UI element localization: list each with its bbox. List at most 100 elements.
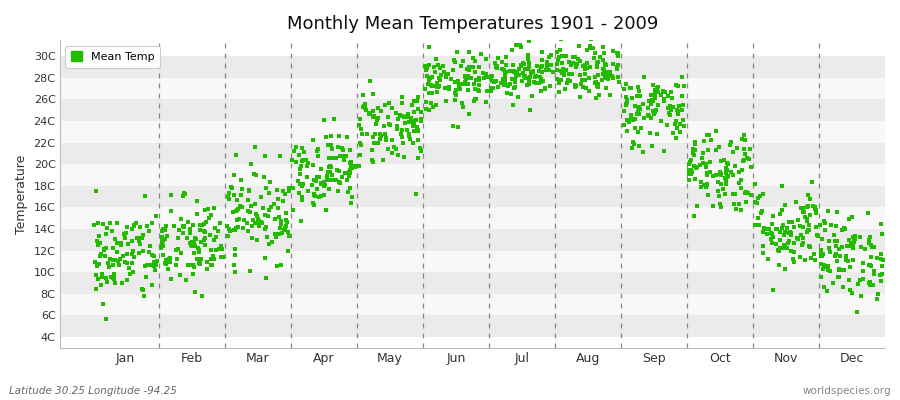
Point bbox=[422, 90, 436, 96]
Point bbox=[227, 172, 241, 178]
Point bbox=[513, 44, 527, 50]
Point bbox=[463, 75, 477, 82]
Point bbox=[212, 220, 227, 226]
Point bbox=[149, 258, 164, 264]
Point bbox=[419, 64, 434, 71]
Point bbox=[719, 165, 733, 171]
Point bbox=[428, 102, 443, 109]
Point bbox=[821, 263, 835, 270]
Point bbox=[703, 169, 717, 175]
Point bbox=[669, 82, 683, 88]
Point bbox=[294, 158, 309, 164]
Point bbox=[684, 157, 698, 163]
Point bbox=[718, 169, 733, 176]
Y-axis label: Temperature: Temperature bbox=[15, 154, 28, 234]
Point bbox=[735, 136, 750, 142]
Point bbox=[228, 227, 242, 233]
Point bbox=[497, 67, 511, 73]
Point bbox=[164, 191, 178, 198]
Point bbox=[184, 262, 199, 268]
Point bbox=[698, 160, 713, 167]
Point bbox=[426, 104, 440, 110]
Point bbox=[267, 230, 282, 237]
Point bbox=[222, 228, 237, 234]
Point bbox=[374, 131, 388, 138]
Point bbox=[255, 220, 269, 226]
Point bbox=[670, 124, 685, 131]
Point bbox=[588, 74, 602, 80]
Point bbox=[702, 132, 716, 138]
Point bbox=[311, 153, 326, 159]
Point bbox=[371, 115, 385, 122]
Point bbox=[765, 230, 779, 237]
Point bbox=[565, 54, 580, 60]
Point bbox=[633, 93, 647, 100]
Point bbox=[483, 88, 498, 94]
Point bbox=[448, 92, 463, 98]
Point bbox=[672, 103, 687, 109]
Point bbox=[163, 259, 177, 266]
Point bbox=[402, 130, 417, 137]
Point bbox=[194, 221, 208, 228]
Point bbox=[476, 75, 491, 81]
Point bbox=[810, 233, 824, 239]
Bar bbox=[59, 251, 885, 272]
Point bbox=[100, 278, 114, 285]
Point bbox=[272, 214, 286, 220]
Point bbox=[704, 136, 718, 143]
Point bbox=[572, 42, 586, 49]
Point bbox=[185, 222, 200, 228]
Point bbox=[610, 65, 625, 72]
Point bbox=[294, 145, 309, 152]
Point bbox=[356, 104, 370, 110]
Point bbox=[418, 99, 433, 105]
Point bbox=[221, 196, 236, 202]
Point bbox=[856, 276, 870, 282]
Point bbox=[800, 229, 814, 235]
Point bbox=[842, 243, 857, 249]
Point bbox=[216, 254, 230, 260]
Point bbox=[564, 62, 579, 68]
Point bbox=[834, 244, 849, 250]
Point bbox=[569, 64, 583, 70]
Point bbox=[96, 247, 111, 253]
Point bbox=[391, 116, 405, 122]
Point bbox=[125, 238, 140, 244]
Point bbox=[129, 220, 143, 226]
Point bbox=[197, 229, 211, 236]
Point bbox=[375, 156, 390, 163]
Point bbox=[363, 110, 377, 116]
Point bbox=[714, 172, 728, 178]
Point bbox=[666, 104, 680, 110]
Point bbox=[856, 268, 870, 274]
Point bbox=[533, 74, 547, 80]
Point bbox=[348, 164, 363, 170]
Point bbox=[294, 197, 309, 203]
Point bbox=[142, 249, 157, 255]
Point bbox=[510, 94, 525, 100]
Point bbox=[560, 80, 574, 86]
Point bbox=[136, 248, 150, 254]
Bar bbox=[59, 143, 885, 164]
Point bbox=[793, 223, 807, 229]
Point bbox=[147, 259, 161, 266]
Point bbox=[625, 144, 639, 151]
Point bbox=[241, 187, 256, 194]
Point bbox=[818, 220, 832, 227]
Point bbox=[429, 88, 444, 95]
Point bbox=[103, 256, 117, 262]
Point bbox=[122, 271, 137, 278]
Point bbox=[670, 83, 685, 90]
Point bbox=[418, 63, 432, 69]
Point bbox=[555, 60, 570, 66]
Point bbox=[756, 242, 770, 249]
Point bbox=[744, 192, 759, 199]
Point bbox=[552, 89, 566, 96]
Point bbox=[90, 263, 104, 270]
Point bbox=[374, 108, 388, 114]
Point bbox=[327, 115, 341, 122]
Point bbox=[282, 233, 296, 239]
Point bbox=[168, 262, 183, 268]
Point bbox=[822, 245, 836, 252]
Point bbox=[173, 272, 187, 278]
